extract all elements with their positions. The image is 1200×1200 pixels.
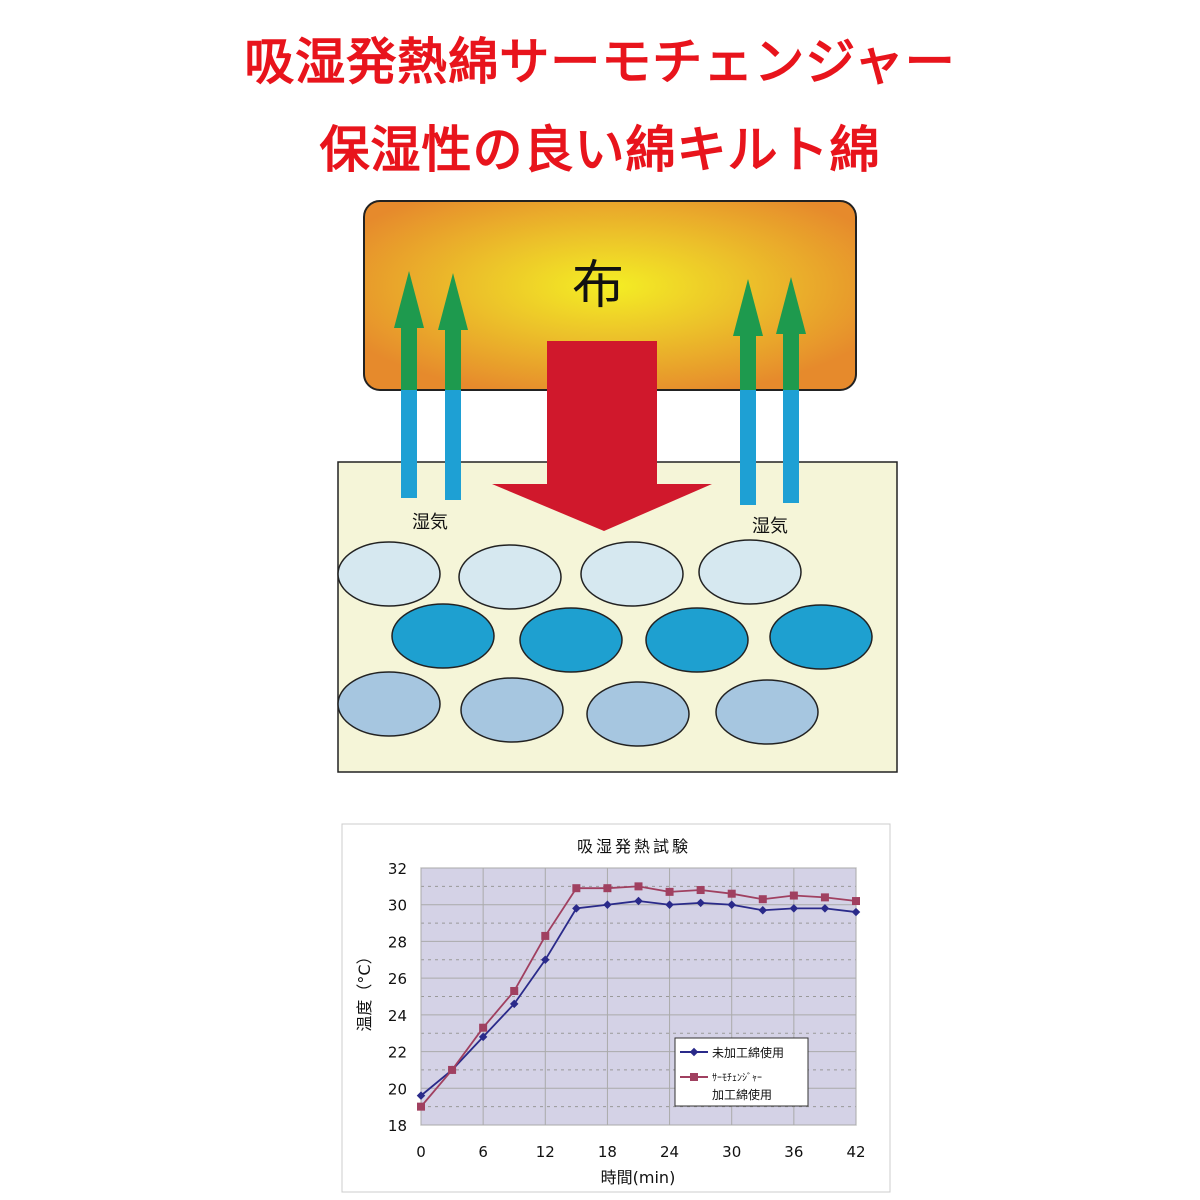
moisture-arrow — [733, 279, 763, 505]
fiber-ellipse — [519, 607, 623, 673]
data-point — [852, 897, 860, 906]
data-point — [727, 900, 736, 909]
fiber-ellipse — [460, 677, 564, 743]
fiber-ellipse — [769, 604, 873, 670]
data-point — [820, 904, 830, 913]
fabric-label: 布 — [572, 256, 624, 316]
y-tick-label: 26 — [388, 970, 407, 988]
y-tick-label: 20 — [388, 1080, 407, 1098]
data-point — [820, 893, 829, 902]
data-point — [758, 905, 768, 915]
data-point — [665, 900, 674, 909]
data-point — [417, 1102, 425, 1111]
fiber-ellipse — [337, 671, 441, 737]
data-point — [541, 955, 550, 965]
x-axis-label: 時間(min) — [601, 1168, 676, 1187]
data-point — [510, 986, 519, 995]
data-point — [479, 1023, 488, 1032]
data-point — [727, 889, 736, 898]
data-point — [634, 896, 643, 906]
moisture-arrow — [394, 271, 424, 498]
moisture-arrow — [776, 277, 806, 503]
data-point — [603, 900, 612, 909]
data-point — [789, 904, 799, 913]
data-point — [634, 882, 643, 891]
x-tick-label: 36 — [784, 1143, 803, 1161]
data-point — [541, 931, 550, 940]
y-axis-label: 温度（°C） — [355, 948, 374, 1031]
x-tick-label: 30 — [722, 1143, 741, 1161]
fiber-ellipse — [337, 541, 441, 607]
legend-series-2-line2: 加工綿使用 — [712, 1087, 772, 1102]
legend: 未加工綿使用 ｻｰﾓﾁｪﾝｼﾞｬｰ 加工綿使用 — [674, 1037, 809, 1107]
data-point — [448, 1065, 457, 1074]
x-tick-label: 12 — [536, 1143, 555, 1161]
data-point — [478, 1032, 488, 1042]
moisture-arrow — [438, 273, 468, 500]
data-point — [665, 887, 674, 896]
x-tick-label: 42 — [846, 1143, 865, 1161]
data-point — [603, 884, 612, 893]
data-point — [789, 891, 798, 900]
y-tick-label: 32 — [388, 860, 407, 878]
moisture-label-right: 湿気 — [752, 516, 788, 537]
fiber-ellipse — [698, 539, 802, 605]
fiber-ellipse — [715, 679, 819, 745]
fiber-ellipse — [580, 541, 684, 607]
product-title: 吸湿発熱綿サーモチェンジャー — [244, 32, 956, 91]
data-point — [696, 898, 705, 908]
y-tick-label: 30 — [388, 897, 407, 915]
y-tick-label: 24 — [388, 1007, 407, 1025]
x-tick-label: 0 — [416, 1143, 426, 1161]
fiber-ellipse — [458, 544, 562, 610]
product-subtitle: 保湿性の良い綿キルト綿 — [319, 120, 881, 179]
moisture-label-left: 湿気 — [412, 512, 448, 533]
y-tick-label: 22 — [388, 1044, 407, 1062]
heat-arrow — [492, 341, 712, 531]
y-tick-label: 28 — [388, 933, 407, 951]
data-point — [851, 907, 861, 917]
data-point — [758, 895, 767, 904]
x-tick-label: 6 — [478, 1143, 488, 1161]
fiber-ellipse — [586, 681, 690, 747]
data-point — [416, 1091, 426, 1100]
data-point — [696, 886, 705, 895]
fiber-ellipse — [391, 603, 495, 669]
x-tick-label: 18 — [598, 1143, 617, 1161]
x-tick-label: 24 — [660, 1143, 679, 1161]
data-point — [572, 884, 581, 893]
y-tick-label: 18 — [388, 1117, 407, 1135]
chart-title: 吸湿発熱試験 — [577, 837, 691, 856]
data-point — [572, 904, 581, 913]
legend-series-2-line1: ｻｰﾓﾁｪﾝｼﾞｬｰ — [712, 1072, 762, 1084]
fiber-ellipse — [645, 607, 749, 673]
legend-series-1: 未加工綿使用 — [712, 1045, 784, 1060]
